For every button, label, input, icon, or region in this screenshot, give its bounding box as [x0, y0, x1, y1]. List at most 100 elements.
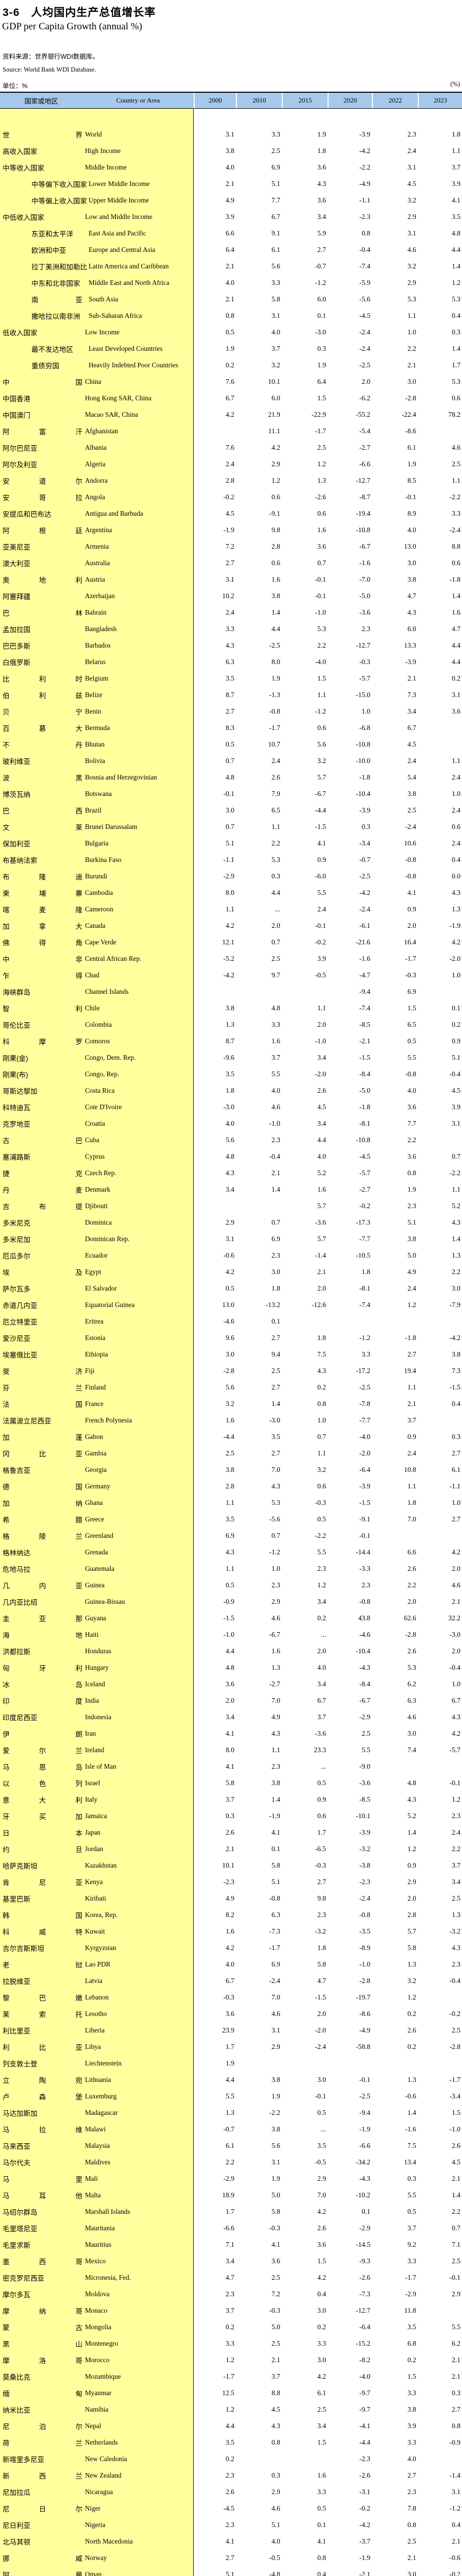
table-row: 马来西亚 Malaysia 6.1 5.6 3.5 -6.6 7.5 2.6	[0, 2138, 462, 2154]
value-2020: -4.1	[359, 2422, 370, 2430]
table-row: 埃塞俄比亚 Ethiopia 3.0 9.4 7.5 3.3 2.7 3.8	[0, 1346, 462, 1363]
value-2022: 4.6	[407, 246, 416, 253]
country-name-cell: 伯利兹 Belize	[0, 687, 194, 703]
value-2020: -2.4	[359, 1894, 370, 1902]
value-2023: 1.7	[452, 361, 460, 369]
value-2022: 0.3	[407, 2175, 416, 2182]
value-2022: 3.9	[407, 2422, 416, 2430]
value-2022	[372, 2055, 418, 2072]
value-2010: 0.8	[271, 2438, 280, 2446]
value-2000: 3.1	[226, 130, 234, 138]
value-2010: 6.9	[271, 1235, 280, 1243]
value-2010: 10.7	[268, 740, 280, 748]
country-name-en: Chile	[85, 1004, 100, 1012]
value-2020: -8.4	[359, 1680, 370, 1688]
value-2015: 5.6	[317, 740, 326, 748]
value-2022: -0.8	[405, 856, 416, 863]
value-2022: 7.4	[407, 1746, 416, 1754]
value-2010: 3.7	[271, 2372, 280, 2380]
country-name-cn: 马拉维	[3, 2126, 82, 2134]
country-name-cn: 巴西	[3, 807, 82, 815]
table-row: 几内亚 Guinea 0.5 2.3 1.2 2.3 2.2 4.6	[0, 1577, 462, 1594]
value-2020: 2.3	[362, 625, 370, 633]
country-name-cn: 利比亚	[3, 2044, 82, 2052]
country-name-cell: 巴林 Bahrain	[0, 604, 194, 621]
country-name-cn: 北马其顿	[3, 2538, 30, 2546]
value-2015: 2.0	[317, 1284, 326, 1292]
value-2015: -1.2	[315, 707, 326, 715]
column-header-year-2010: 2010	[236, 93, 282, 108]
country-name-cell: 马里 Mali	[0, 2171, 194, 2187]
country-name-en: Albania	[85, 444, 107, 451]
value-2022: 2.3	[407, 130, 416, 138]
value-2010: 4.9	[271, 1713, 280, 1721]
table-body: 世界 World 3.1 3.3 1.9 -3.9 2.3 1.8 高收入国家 High Inco…	[0, 109, 462, 2576]
country-name-cn: 意大利	[3, 1797, 82, 1804]
value-2010: 2.5	[271, 1367, 280, 1375]
value-2000: 4.8	[226, 1664, 234, 1671]
country-name-cn: 斐济	[3, 1368, 82, 1376]
value-2023: 4.2	[452, 1730, 460, 1737]
value-2022: 13.0	[404, 543, 416, 550]
country-name-cell: 墨西哥 Mexico	[0, 2253, 194, 2269]
value-2020: -8.6	[359, 2010, 370, 2018]
table-row: 格鲁吉亚 Georgia 3.8 7.0 3.2 -6.4 10.8 6.1	[0, 1462, 462, 1478]
country-name-cn: 几内亚	[3, 1582, 82, 1590]
value-2022: 7.3	[407, 691, 416, 699]
value-2010: 11.1	[268, 427, 280, 435]
country-name-cell: 黎巴嫩 Lebanon	[0, 1989, 194, 2006]
country-name-en: Czech Rep.	[85, 1169, 116, 1177]
value-2000: 4.9	[226, 1894, 234, 1902]
value-2022: 5.5	[407, 2191, 416, 2199]
country-name-cell: 芬兰 Finland	[0, 1379, 194, 1396]
table-row: 多米尼加 Dominican Rep. 3.1 6.9 5.7 -7.7 3.8 1.4	[0, 1231, 462, 1247]
value-2020: -9.4	[359, 988, 370, 995]
value-2010: -6.7	[269, 1631, 280, 1638]
value-2023: 2.7	[452, 1449, 460, 1457]
value-2000: 4.2	[226, 1268, 234, 1276]
country-name-en: Mauritius	[85, 2241, 112, 2248]
country-name-cn: 巴巴多斯	[3, 642, 30, 650]
country-name-cn: 加拿大	[3, 923, 82, 930]
value-2000: 2.1	[226, 295, 234, 303]
value-2010: 5.0	[271, 2323, 280, 2331]
value-2022: 1.1	[407, 312, 416, 319]
country-name-cell: 格鲁吉亚 Georgia	[0, 1462, 194, 1478]
value-2023: -7.9	[449, 1301, 460, 1309]
value-2015: 5.7	[317, 1235, 326, 1243]
table-row: 阿尔巴尼亚 Albania 7.6 4.2 2.5 -2.7 6.1 4.6	[0, 439, 462, 456]
value-2010: -1.7	[269, 1944, 280, 1952]
country-name-cell: 捷克 Czech Rep.	[0, 1165, 194, 1181]
country-name-cn: 危地马拉	[3, 1566, 30, 1573]
value-2000: 5.6	[226, 1383, 234, 1391]
value-2010: 7.0	[271, 1466, 280, 1473]
value-2015: 4.1	[317, 2537, 326, 2545]
country-name-cn: 列支敦士登	[3, 2060, 38, 2068]
value-2020: -6.7	[359, 1697, 370, 1704]
country-name-en: Korea, Rep.	[85, 1911, 118, 1919]
value-2020: -10.8	[355, 526, 370, 534]
value-2023: 1.0	[452, 1680, 460, 1688]
value-2010: 4.4	[271, 889, 280, 896]
value-2023: 1.3	[452, 905, 460, 913]
value-2000: 3.4	[226, 1713, 234, 1721]
country-name-cn: 哥伦比亚	[3, 1022, 30, 1029]
country-name-cell: 中等偏上收入国家 Upper Middle Income	[0, 192, 194, 209]
value-2022: 0.2	[407, 2043, 416, 2050]
table-row: 约旦 Jordan 2.1 0.1 -6.5 -3.2 1.2 2.2	[0, 1841, 462, 1857]
country-name-cell: 马拉维 Malawi	[0, 2121, 194, 2138]
value-2020: -1.5	[359, 1054, 370, 1061]
value-2000: 3.1	[226, 1235, 234, 1243]
table-rows: 世界 World 3.1 3.3 1.9 -3.9 2.3 1.8 高收入国家 High Inco…	[0, 126, 462, 2576]
country-name-cn: 比利时	[3, 675, 82, 683]
value-2000	[194, 984, 236, 1000]
value-2022: -1.7	[405, 2274, 416, 2281]
country-name-cn: 立陶宛	[3, 2077, 82, 2084]
value-2010: 2.3	[271, 1762, 280, 1770]
value-2023: 4.5	[452, 1087, 460, 1094]
value-2022: 2.5	[407, 2537, 416, 2545]
table-row: 德国 Germany 2.8 4.3 0.6 -3.9 1.1 -1.1	[0, 1478, 462, 1495]
value-2023	[418, 1313, 462, 1330]
table-row: 马恩岛 Isle of Man 4.1 2.3... -9.0	[0, 1758, 462, 1775]
country-name-cn: 爱沙尼亚	[3, 1335, 30, 1343]
